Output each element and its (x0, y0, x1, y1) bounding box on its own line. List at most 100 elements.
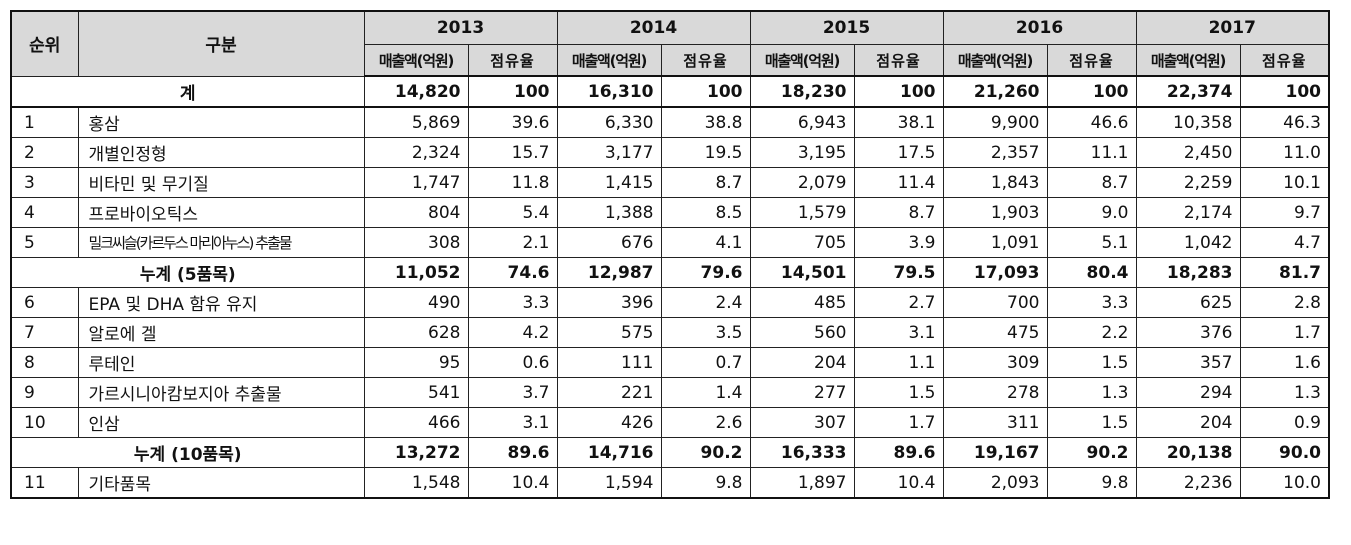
table-row: 1 홍삼 5,869 39.6 6,330 38.8 6,943 38.1 9,900 46.6 1… (10, 106, 1330, 138)
sales-cell: 14,820 (363, 75, 469, 108)
sales-cell: 490 (363, 287, 469, 318)
share-cell: 46.6 (1046, 106, 1137, 138)
share-header: 점유율 (660, 44, 751, 77)
sales-cell: 1,903 (942, 197, 1048, 228)
rank-cell: 4 (10, 197, 79, 228)
sales-cell: 2,079 (749, 167, 855, 198)
share-cell: 5.1 (1046, 227, 1137, 258)
share-cell: 2.2 (1046, 317, 1137, 348)
total-label: 계 (10, 75, 365, 108)
year-header: 2014 (556, 10, 751, 45)
sales-cell: 5,869 (363, 106, 469, 138)
sales-cell: 9,900 (942, 106, 1048, 138)
share-cell: 9.8 (660, 467, 751, 499)
sales-cell: 14,501 (749, 257, 855, 288)
share-cell: 81.7 (1239, 257, 1330, 288)
sales-cell: 307 (749, 407, 855, 438)
share-header: 점유율 (467, 44, 558, 77)
share-cell: 10.4 (467, 467, 558, 499)
category-cell: 밀크씨슬(카르두스 마리아누스) 추출물 (77, 227, 365, 258)
share-cell: 3.9 (853, 227, 944, 258)
sales-cell: 560 (749, 317, 855, 348)
sales-cell: 426 (556, 407, 662, 438)
share-cell: 5.4 (467, 197, 558, 228)
sales-cell: 2,357 (942, 137, 1048, 168)
sales-cell: 700 (942, 287, 1048, 318)
share-cell: 4.1 (660, 227, 751, 258)
table-row: 6 EPA 및 DHA 함유 유지 490 3.3 396 2.4 485 2.7 700 3.3… (10, 287, 1330, 318)
share-cell: 3.1 (853, 317, 944, 348)
share-cell: 3.5 (660, 317, 751, 348)
table-body: 계 14,820 100 16,310 100 18,230 100 21,260 100 22,… (10, 75, 1330, 499)
sales-cell: 2,450 (1135, 137, 1241, 168)
subtotal-row: 누계 (5품목) 11,052 74.6 12,987 79.6 14,501 79.5 17… (10, 257, 1330, 288)
rank-cell: 3 (10, 167, 79, 198)
share-cell: 79.5 (853, 257, 944, 288)
sales-cell: 2,236 (1135, 467, 1241, 499)
sales-cell: 575 (556, 317, 662, 348)
rank-cell: 7 (10, 317, 79, 348)
table-header: 순위 구분 2013 2014 2015 2016 2017 매출액(억원) 점… (10, 10, 1330, 77)
share-cell: 38.1 (853, 106, 944, 138)
sales-cell: 14,716 (556, 437, 662, 468)
sales-cell: 475 (942, 317, 1048, 348)
share-cell: 11.1 (1046, 137, 1137, 168)
share-cell: 2.1 (467, 227, 558, 258)
sales-cell: 311 (942, 407, 1048, 438)
share-cell: 4.2 (467, 317, 558, 348)
share-header: 점유율 (853, 44, 944, 77)
sales-cell: 95 (363, 347, 469, 378)
share-cell: 100 (660, 75, 751, 108)
category-cell: 프로바이오틱스 (77, 197, 365, 228)
share-cell: 90.2 (660, 437, 751, 468)
rank-cell: 6 (10, 287, 79, 318)
sales-cell: 1,747 (363, 167, 469, 198)
sales-cell: 1,091 (942, 227, 1048, 258)
sales-cell: 278 (942, 377, 1048, 408)
sales-cell: 308 (363, 227, 469, 258)
sales-cell: 2,174 (1135, 197, 1241, 228)
share-cell: 1.3 (1239, 377, 1330, 408)
share-cell: 8.7 (660, 167, 751, 198)
share-cell: 2.7 (853, 287, 944, 318)
share-cell: 11.4 (853, 167, 944, 198)
share-cell: 100 (467, 75, 558, 108)
rank-cell: 1 (10, 106, 79, 138)
share-cell: 1.6 (1239, 347, 1330, 378)
sales-cell: 1,042 (1135, 227, 1241, 258)
sales-cell: 357 (1135, 347, 1241, 378)
share-cell: 2.8 (1239, 287, 1330, 318)
share-cell: 10.0 (1239, 467, 1330, 499)
sales-cell: 10,358 (1135, 106, 1241, 138)
sales-cell: 221 (556, 377, 662, 408)
subtotal-row: 계 14,820 100 16,310 100 18,230 100 21,260 100 22,… (10, 75, 1330, 108)
share-cell: 1.5 (853, 377, 944, 408)
table-row: 8 루테인 95 0.6 111 0.7 204 1.1 309 1.5 357 1.6 (10, 347, 1330, 378)
share-cell: 9.8 (1046, 467, 1137, 499)
sales-cell: 17,093 (942, 257, 1048, 288)
table-row: 3 비타민 및 무기질 1,747 11.8 1,415 8.7 2,079 11.4 1,84… (10, 167, 1330, 198)
sales-cell: 1,415 (556, 167, 662, 198)
sales-cell: 1,594 (556, 467, 662, 499)
share-cell: 19.5 (660, 137, 751, 168)
share-cell: 0.9 (1239, 407, 1330, 438)
sales-cell: 1,579 (749, 197, 855, 228)
share-cell: 3.1 (467, 407, 558, 438)
sales-cell: 1,548 (363, 467, 469, 499)
share-cell: 0.6 (467, 347, 558, 378)
table-row: 11 기타품목 1,548 10.4 1,594 9.8 1,897 10.4 2,093 9.8… (10, 467, 1330, 499)
sales-cell: 628 (363, 317, 469, 348)
share-cell: 38.8 (660, 106, 751, 138)
total-label: 누계 (5품목) (10, 257, 365, 288)
rank-cell: 11 (10, 467, 79, 499)
sales-cell: 16,310 (556, 75, 662, 108)
share-cell: 1.5 (1046, 347, 1137, 378)
share-cell: 39.6 (467, 106, 558, 138)
table-row: 2 개별인정형 2,324 15.7 3,177 19.5 3,195 17.5 2,357 11… (10, 137, 1330, 168)
category-cell: 기타품목 (77, 467, 365, 499)
share-cell: 1.5 (1046, 407, 1137, 438)
share-cell: 1.1 (853, 347, 944, 378)
share-cell: 80.4 (1046, 257, 1137, 288)
table-row: 9 가르시니아캄보지아 추출물 541 3.7 221 1.4 277 1.5 278 1.3 29… (10, 377, 1330, 408)
share-cell: 4.7 (1239, 227, 1330, 258)
